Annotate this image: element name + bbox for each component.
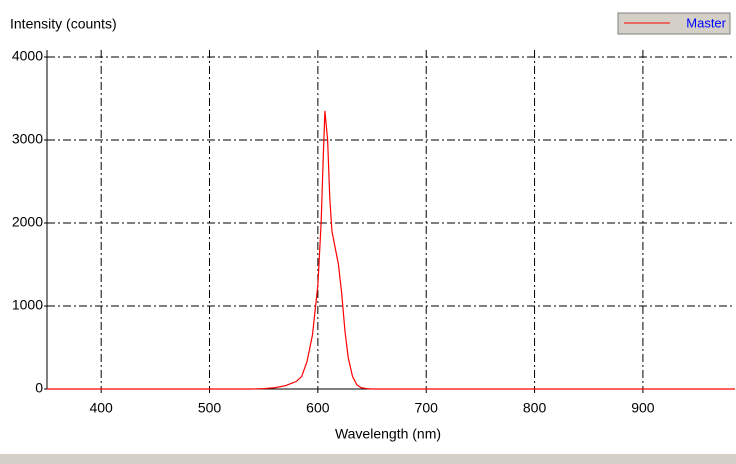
- x-tick-label: 400: [89, 400, 113, 416]
- y-tick-label: 2000: [12, 214, 43, 230]
- spectrum-line: [47, 110, 735, 390]
- status-bar: [0, 454, 736, 464]
- legend-label: Master: [686, 15, 726, 30]
- legend-box: [617, 12, 731, 35]
- y-axis-label: Intensity (counts): [10, 16, 117, 32]
- x-axis-label: Wavelength (nm): [335, 426, 441, 442]
- y-tick-label: 3000: [12, 131, 43, 147]
- y-tick-label: 4000: [12, 48, 43, 64]
- y-tick-label: 1000: [12, 297, 43, 313]
- x-tick-label: 500: [198, 400, 222, 416]
- legend: [617, 12, 731, 35]
- x-tick-label: 900: [631, 400, 655, 416]
- x-tick-label: 600: [306, 400, 330, 416]
- y-tick-label: 0: [35, 380, 43, 396]
- x-tick-label: 800: [523, 400, 547, 416]
- x-tick-label: 700: [415, 400, 439, 416]
